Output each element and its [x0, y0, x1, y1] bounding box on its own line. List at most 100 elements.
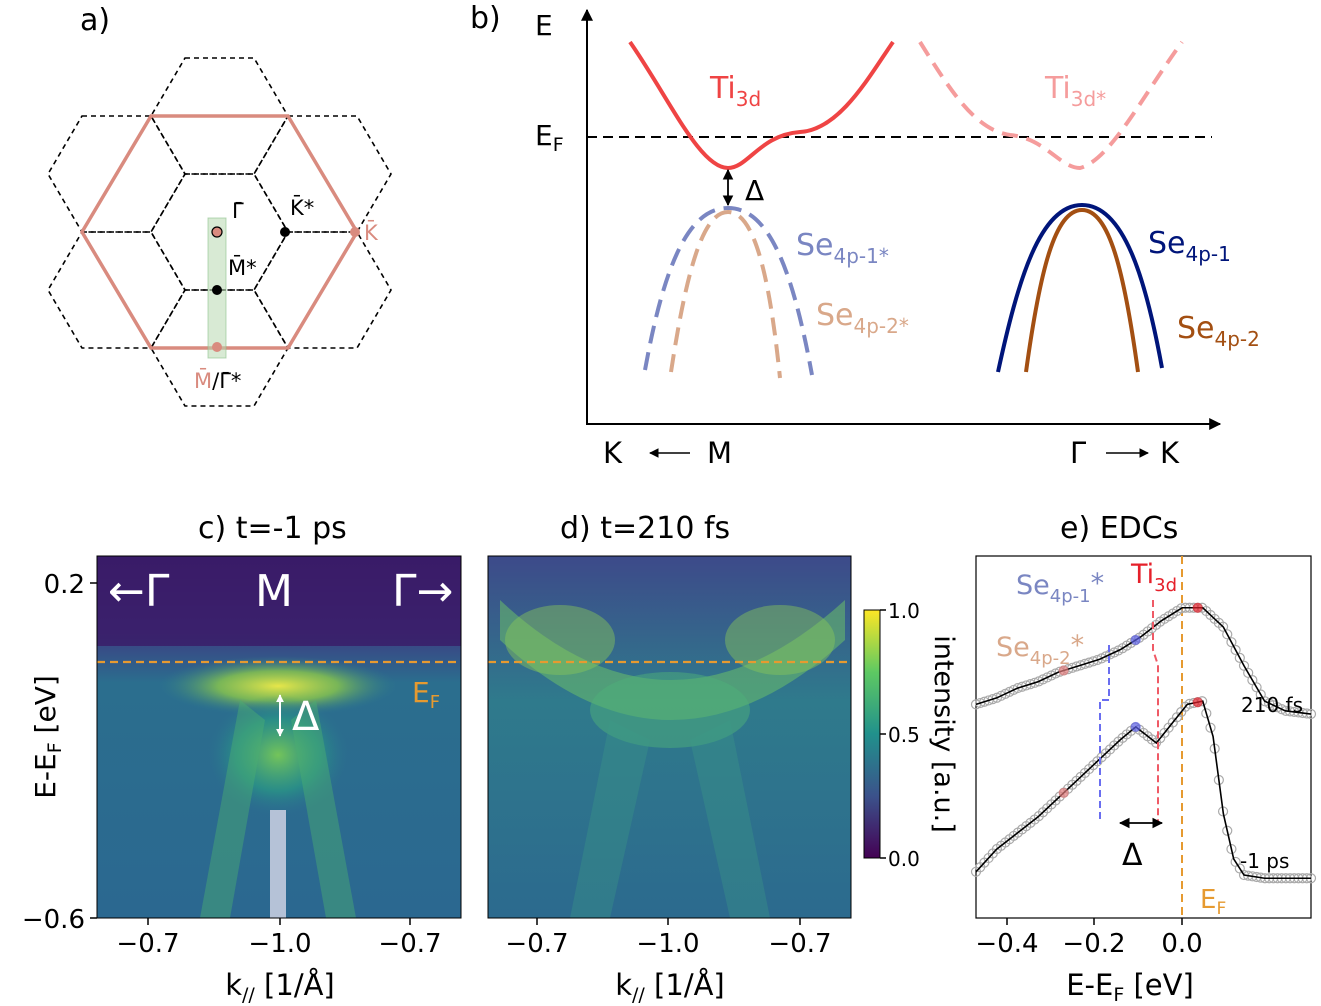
- m-sep-label: /: [212, 369, 220, 393]
- panel-a-label: a): [80, 3, 110, 38]
- se4p1-star-guide: [1099, 645, 1110, 822]
- se4p1-label: Se4p-1: [1148, 226, 1231, 266]
- ef-label-c-main: E: [412, 676, 430, 709]
- heatmap-c: [97, 556, 461, 918]
- edc-cut-strip: [270, 810, 286, 918]
- gamma-right-label: Γ→: [392, 566, 453, 617]
- ef-label: EF: [535, 119, 564, 156]
- gamma-star-label: Γ̄*: [219, 369, 241, 393]
- edc-xtick-label-0: −0.4: [975, 929, 1038, 959]
- gamma-left-label: ←Γ: [108, 566, 170, 617]
- se4p2-star-label: Se4p-2*: [816, 298, 909, 338]
- heatmap-d-frame: [487, 555, 852, 919]
- m-label: M̄: [194, 368, 212, 393]
- se4p2-band: [1024, 207, 1140, 373]
- colorbar-bar: [863, 609, 881, 859]
- m-point: [212, 342, 222, 352]
- gamma-point: [211, 226, 223, 238]
- se4p2-label: Se4p-2: [1177, 311, 1260, 351]
- edc-data-marker: [1226, 843, 1237, 855]
- edc-data-marker: [1226, 637, 1237, 648]
- k-right-label: K: [1160, 436, 1180, 470]
- xlabel-c-sub: //: [242, 984, 255, 1006]
- xlabel-d-main: k: [615, 968, 632, 1002]
- ti3d-star-label-sub: 3d*: [1071, 87, 1106, 111]
- edc-peak-se41s: [1130, 721, 1141, 732]
- ef-label-main: E: [535, 119, 553, 152]
- edc-xlabel: E-EF [eV]: [1066, 968, 1194, 1006]
- edc-peak-ti3d: [1192, 697, 1203, 708]
- xlabel-d: k// [1/Å]: [615, 968, 725, 1006]
- edc-se4p1-star-label: Se4p-1*: [1016, 568, 1104, 607]
- m-star-label: M̄*: [228, 255, 257, 280]
- k-star-label: K̄*: [290, 195, 314, 220]
- cb-tick-label-1: 0.5: [888, 723, 920, 747]
- edc-peak-ti3d: [1192, 602, 1203, 613]
- panel-c: c) t=-1 ps ←Γ M Γ→ Δ EF 0.2 −0.6 E-EF [e…: [22, 511, 462, 1006]
- ti3d-guide: [1152, 600, 1159, 822]
- edc-se4p2-star-main: Se: [996, 632, 1030, 663]
- edc-xtick-label-2: 0.0: [1161, 929, 1202, 959]
- m-point-label: M: [707, 436, 732, 470]
- edc-peak-se42s: [1058, 665, 1069, 676]
- edc-data-marker: [1222, 825, 1233, 836]
- panel-b: b) E EF Ti3d Ti3d* Δ Se4p-1* Se4p-2* Se4…: [470, 1, 1260, 470]
- se4p2-star-band: [669, 209, 782, 379]
- edc-data-marker: [1201, 708, 1212, 719]
- edc-se4p2-star-sub: 4p-2: [1030, 648, 1071, 669]
- cb-tick-label-2: 0.0: [888, 847, 920, 871]
- ytick-label-c-1: −0.6: [22, 905, 85, 935]
- se4p1-sub: 4p-1: [1186, 242, 1231, 266]
- edc-xlabel-main: E-E: [1066, 968, 1113, 1002]
- se4p2-star-sub: 4p-2*: [854, 314, 909, 338]
- xlabel-c-main: k: [225, 968, 242, 1002]
- se4p1-star-band: [643, 205, 814, 376]
- ef-label-c: EF: [412, 676, 440, 713]
- edc-xtick-label-1: −0.2: [1062, 929, 1125, 959]
- edc-label-210fs: 210 fs: [1241, 693, 1303, 717]
- edc-ef-label: EF: [1200, 885, 1226, 919]
- edc-series: [970, 602, 1317, 884]
- k-point: [350, 227, 360, 237]
- brillouin-zone-hexagon: [79, 114, 360, 350]
- ti3d-band: [628, 40, 895, 171]
- ti3d-star-label-main: Ti: [1044, 71, 1071, 106]
- se4p2-sub: 4p-2: [1215, 327, 1260, 351]
- heatmap-d: [488, 556, 851, 918]
- edc-data-marker: [987, 694, 998, 705]
- xtick-label-c-1: −1.0: [248, 929, 311, 959]
- edc-delta-label: Δ: [1122, 838, 1143, 873]
- edc-data-marker: [1234, 652, 1245, 663]
- edc-ef-sub: F: [1216, 899, 1226, 919]
- ti3d-star-label: Ti3d*: [1044, 71, 1106, 111]
- panel-e: e) EDCs Δ Se4p-1* Ti3d Se4p-2* 210 fs -1…: [970, 511, 1317, 1006]
- xlabel-c-tail: [1/Å]: [255, 968, 335, 1002]
- se4p2-star-main: Se: [816, 298, 854, 333]
- panel-c-title: c) t=-1 ps: [198, 511, 347, 546]
- edc-ti3d-label: Ti3d: [1130, 559, 1177, 596]
- se4p1-band: [996, 202, 1164, 373]
- xtick-label-c-2: −0.7: [378, 929, 441, 959]
- ti3d-label-sub: 3d: [736, 87, 761, 111]
- panel-b-label: b): [470, 1, 501, 36]
- edc-xlabel-sub: F: [1113, 984, 1124, 1006]
- edc-se4p1-star-sub: 4p-1: [1050, 586, 1091, 607]
- ylabel-c-tail: [eV]: [29, 675, 62, 742]
- xlabel-c: k// [1/Å]: [225, 968, 335, 1006]
- m-label-c: M: [255, 566, 293, 617]
- edc-se4p1-star-star: *: [1091, 568, 1105, 599]
- se4p1-star-main: Se: [796, 228, 834, 263]
- cb-tick-label-0: 1.0: [888, 599, 920, 623]
- m-star-point: [212, 285, 222, 295]
- k-left-label: K: [603, 436, 623, 470]
- delta-label: Δ: [745, 174, 764, 207]
- edc-ti3d-main: Ti: [1130, 559, 1154, 590]
- edc-axes-frame: [975, 555, 1312, 919]
- xtick-label-d-0: −0.7: [505, 929, 568, 959]
- se4p1-star-label: Se4p-1*: [796, 228, 889, 268]
- se4p1-main: Se: [1148, 226, 1186, 261]
- xtick-label-c-0: −0.7: [116, 929, 179, 959]
- ti3d-star-band: [918, 40, 1184, 171]
- ylabel-c-main: E-E: [29, 753, 62, 799]
- edc-line-1: [975, 700, 1311, 880]
